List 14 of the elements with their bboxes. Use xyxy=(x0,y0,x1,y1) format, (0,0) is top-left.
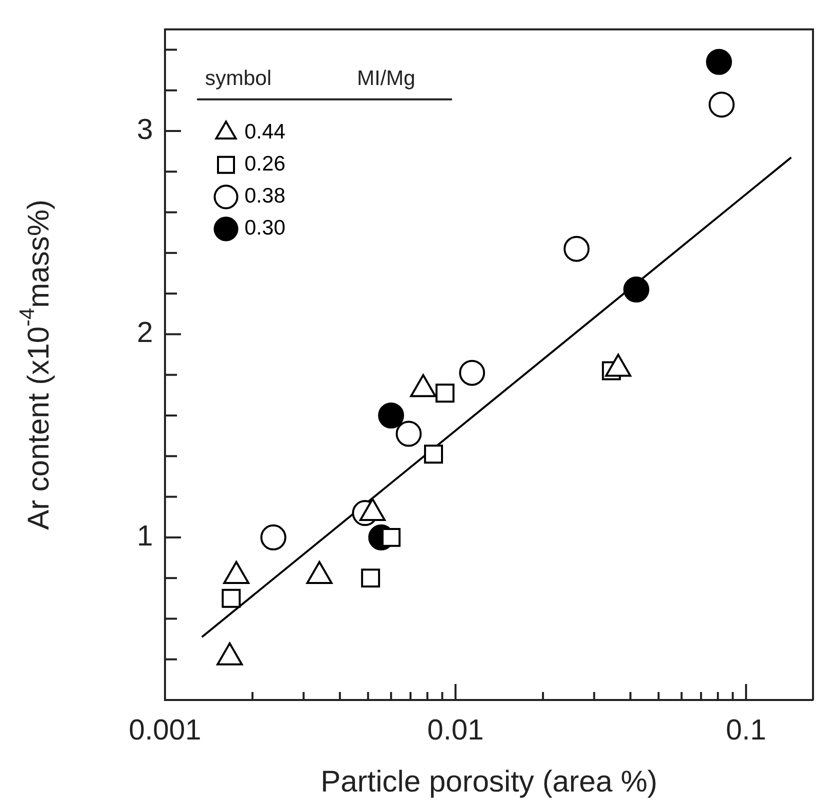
legend-title: MI/Mg xyxy=(357,67,416,90)
x-axis-title: Particle porosity (area %) xyxy=(320,765,658,798)
legend-label: 0.44 xyxy=(244,120,286,144)
y-axis-title: Ar content (x10-4mass%) xyxy=(16,199,56,530)
x-tick-label: 0.1 xyxy=(726,714,766,746)
legend-label: 0.38 xyxy=(244,184,286,208)
x-tick-label: 0.001 xyxy=(128,714,202,746)
y-tick-label: 1 xyxy=(136,520,153,552)
annotation: symbol xyxy=(205,67,272,90)
legend-label: 0.26 xyxy=(244,152,286,176)
x-tick-label: 0.01 xyxy=(427,714,484,746)
y-tick-label: 3 xyxy=(136,114,153,146)
y-tick-label: 2 xyxy=(136,317,153,350)
legend-label: 0.30 xyxy=(244,216,286,240)
